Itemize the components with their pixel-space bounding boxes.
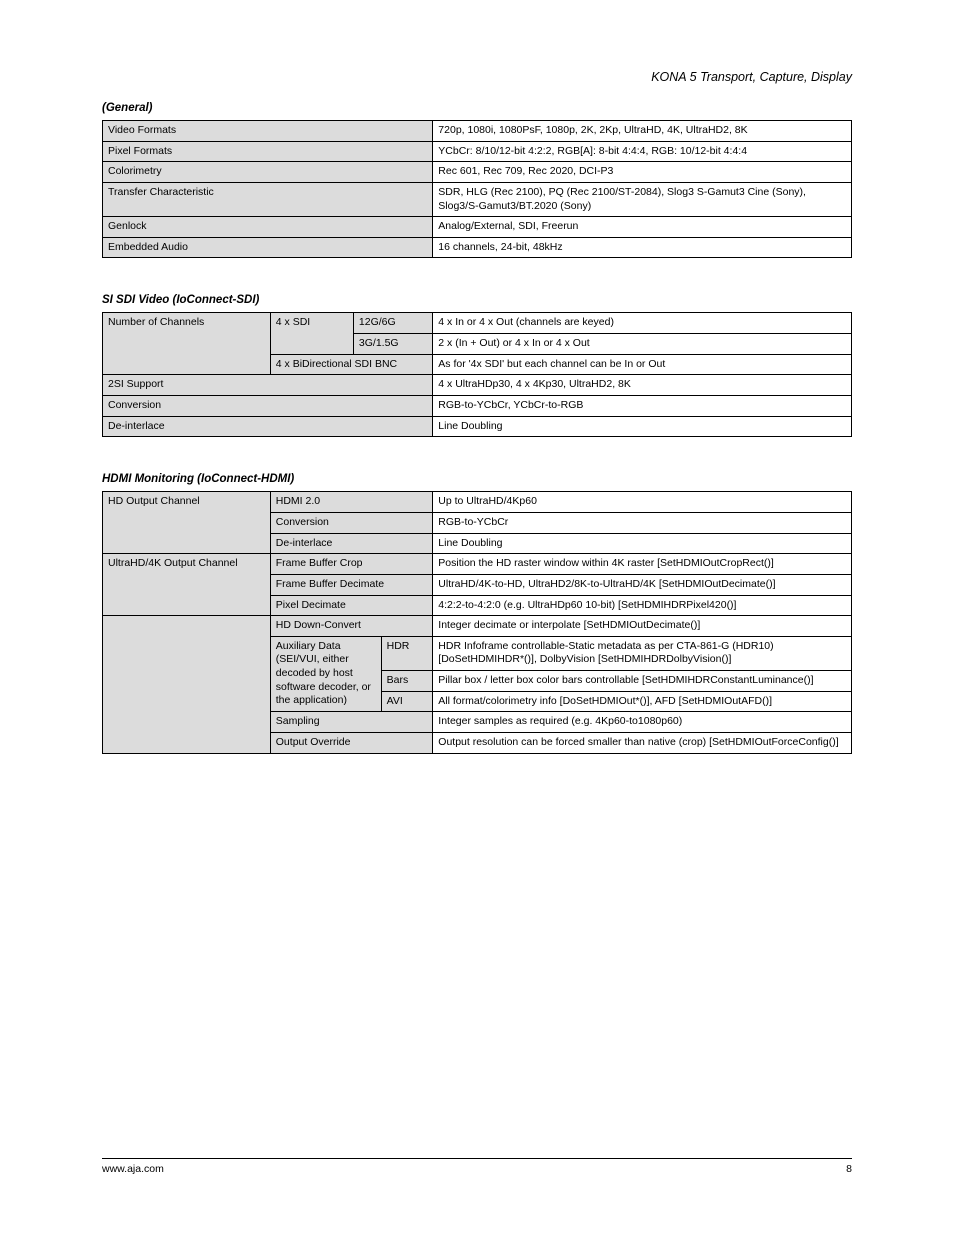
cell-label: Conversion bbox=[270, 512, 433, 533]
cell-label: Genlock bbox=[103, 217, 433, 238]
table-row: De-interlace Line Doubling bbox=[103, 416, 852, 437]
cell-value: Rec 601, Rec 709, Rec 2020, DCI-P3 bbox=[433, 162, 852, 183]
footer-row: www.aja.com 8 bbox=[102, 1163, 852, 1175]
cell-label: UltraHD/4K Output Channel bbox=[103, 554, 271, 616]
cell-label: Output Override bbox=[270, 733, 433, 754]
cell-label: Frame Buffer Decimate bbox=[270, 574, 433, 595]
cell-label: 2SI Support bbox=[103, 375, 433, 396]
table-row: Colorimetry Rec 601, Rec 709, Rec 2020, … bbox=[103, 162, 852, 183]
cell-value: Pillar box / letter box color bars contr… bbox=[433, 671, 852, 692]
cell-value: RGB-to-YCbCr bbox=[433, 512, 852, 533]
cell-value: UltraHD/4K-to-HD, UltraHD2/8K-to-UltraHD… bbox=[433, 574, 852, 595]
cell-label: Colorimetry bbox=[103, 162, 433, 183]
cell-label: HD Output Channel bbox=[103, 492, 271, 554]
page: KONA 5 Transport, Capture, Display (Gene… bbox=[0, 0, 954, 1235]
cell-label: Conversion bbox=[103, 396, 433, 417]
cell-label: Frame Buffer Crop bbox=[270, 554, 433, 575]
cell-label: 3G/1.5G bbox=[353, 334, 432, 355]
table-row: Conversion RGB-to-YCbCr, YCbCr-to-RGB bbox=[103, 396, 852, 417]
cell-label: HDR bbox=[381, 636, 433, 670]
cell-label: Embedded Audio bbox=[103, 237, 433, 258]
cell-label bbox=[103, 616, 271, 753]
table-row: 2SI Support 4 x UltraHDp30, 4 x 4Kp30, U… bbox=[103, 375, 852, 396]
cell-label: Pixel Decimate bbox=[270, 595, 433, 616]
cell-value: 720p, 1080i, 1080PsF, 1080p, 2K, 2Kp, Ul… bbox=[433, 121, 852, 142]
cell-value: 4 x In or 4 x Out (channels are keyed) bbox=[433, 313, 852, 334]
cell-value: Integer decimate or interpolate [SetHDMI… bbox=[433, 616, 852, 637]
cell-label: 4 x BiDirectional SDI BNC bbox=[270, 354, 433, 375]
section-title-general: (General) bbox=[102, 102, 852, 114]
cell-label: Video Formats bbox=[103, 121, 433, 142]
cell-value: Position the HD raster window within 4K … bbox=[433, 554, 852, 575]
cell-value: SDR, HLG (Rec 2100), PQ (Rec 2100/ST-208… bbox=[433, 182, 852, 216]
cell-label: Pixel Formats bbox=[103, 141, 433, 162]
page-footer: www.aja.com 8 bbox=[102, 1158, 852, 1175]
cell-value: 4 x UltraHDp30, 4 x 4Kp30, UltraHD2, 8K bbox=[433, 375, 852, 396]
cell-value: Analog/External, SDI, Freerun bbox=[433, 217, 852, 238]
table-hdmi: HD Output Channel HDMI 2.0 Up to UltraHD… bbox=[102, 491, 852, 753]
cell-value: 4:2:2-to-4:2:0 (e.g. UltraHDp60 10-bit) … bbox=[433, 595, 852, 616]
cell-value: Line Doubling bbox=[433, 533, 852, 554]
cell-label: De-interlace bbox=[270, 533, 433, 554]
cell-label: De-interlace bbox=[103, 416, 433, 437]
cell-label: Number of Channels bbox=[103, 313, 271, 375]
cell-label: Sampling bbox=[270, 712, 433, 733]
table-row: Number of Channels 4 x SDI 12G/6G 4 x In… bbox=[103, 313, 852, 334]
table-row: Embedded Audio 16 channels, 24-bit, 48kH… bbox=[103, 237, 852, 258]
cell-label: 12G/6G bbox=[353, 313, 432, 334]
footer-left: www.aja.com bbox=[102, 1163, 164, 1175]
table-row: Pixel Formats YCbCr: 8/10/12-bit 4:2:2, … bbox=[103, 141, 852, 162]
footer-page-number: 8 bbox=[846, 1163, 852, 1175]
table-row: Video Formats 720p, 1080i, 1080PsF, 1080… bbox=[103, 121, 852, 142]
cell-value: RGB-to-YCbCr, YCbCr-to-RGB bbox=[433, 396, 852, 417]
cell-value: YCbCr: 8/10/12-bit 4:2:2, RGB[A]: 8-bit … bbox=[433, 141, 852, 162]
table-row: Genlock Analog/External, SDI, Freerun bbox=[103, 217, 852, 238]
table-row: HD Output Channel HDMI 2.0 Up to UltraHD… bbox=[103, 492, 852, 513]
cell-value: Line Doubling bbox=[433, 416, 852, 437]
section-title-hdmi: HDMI Monitoring (IoConnect-HDMI) bbox=[102, 473, 852, 485]
footer-rule bbox=[102, 1158, 852, 1159]
cell-value: 16 channels, 24-bit, 48kHz bbox=[433, 237, 852, 258]
cell-value: Output resolution can be forced smaller … bbox=[433, 733, 852, 754]
cell-value: HDR Infoframe controllable-Static metada… bbox=[433, 636, 852, 670]
cell-label: Bars bbox=[381, 671, 433, 692]
cell-label: AVI bbox=[381, 691, 433, 712]
page-header: KONA 5 Transport, Capture, Display bbox=[102, 70, 852, 84]
cell-value: Integer samples as required (e.g. 4Kp60-… bbox=[433, 712, 852, 733]
cell-label: 4 x SDI bbox=[270, 313, 353, 354]
cell-label: HD Down-Convert bbox=[270, 616, 433, 637]
cell-label: Auxiliary Data (SEI/VUI, either decoded … bbox=[270, 636, 381, 712]
cell-value: All format/colorimetry info [DoSetHDMIOu… bbox=[433, 691, 852, 712]
cell-label: HDMI 2.0 bbox=[270, 492, 433, 513]
cell-label: Transfer Characteristic bbox=[103, 182, 433, 216]
section-title-sdi: SI SDI Video (IoConnect-SDI) bbox=[102, 294, 852, 306]
cell-value: 2 x (In + Out) or 4 x In or 4 x Out bbox=[433, 334, 852, 355]
cell-value: As for '4x SDI' but each channel can be … bbox=[433, 354, 852, 375]
table-row: UltraHD/4K Output Channel Frame Buffer C… bbox=[103, 554, 852, 575]
cell-value: Up to UltraHD/4Kp60 bbox=[433, 492, 852, 513]
table-row: HD Down-Convert Integer decimate or inte… bbox=[103, 616, 852, 637]
table-row: Transfer Characteristic SDR, HLG (Rec 21… bbox=[103, 182, 852, 216]
table-sdi: Number of Channels 4 x SDI 12G/6G 4 x In… bbox=[102, 312, 852, 437]
table-general: Video Formats 720p, 1080i, 1080PsF, 1080… bbox=[102, 120, 852, 258]
